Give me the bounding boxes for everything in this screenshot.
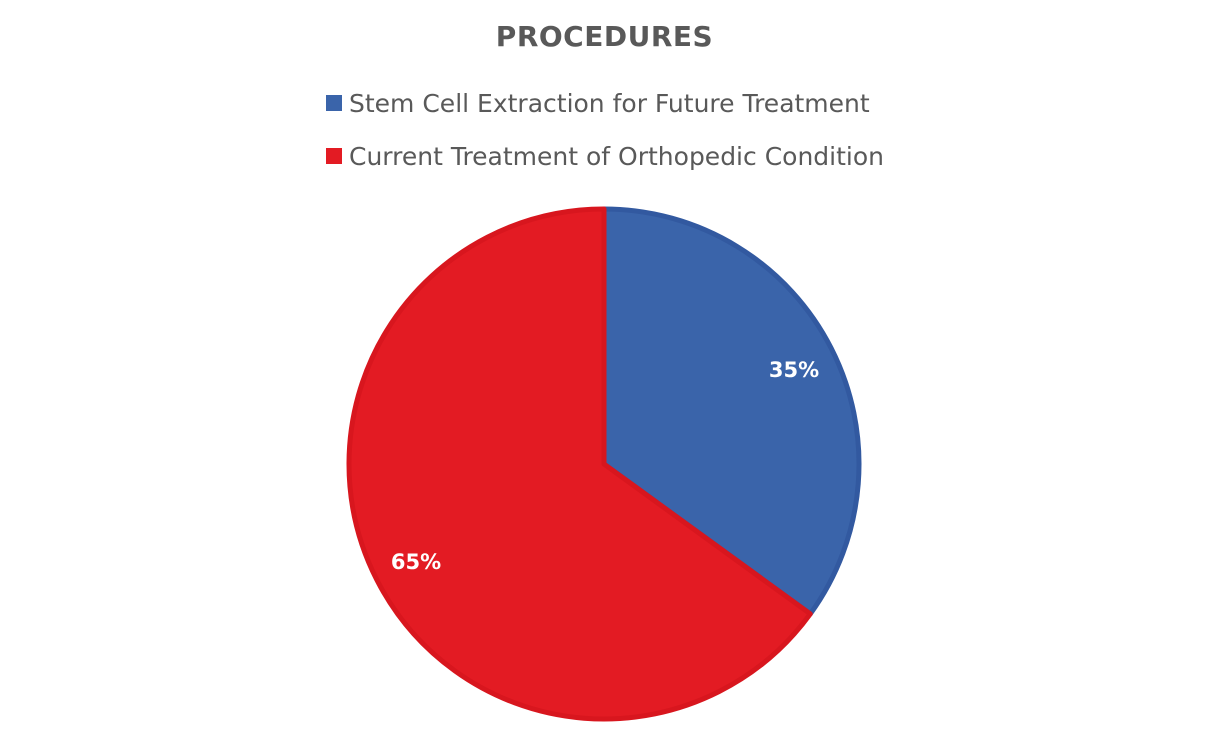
chart-title: PROCEDURES [495, 20, 714, 53]
legend-label: Stem Cell Extraction for Future Treatmen… [349, 88, 870, 118]
legend-item-stem-cell: Stem Cell Extraction for Future Treatmen… [326, 86, 884, 120]
legend-label: Current Treatment of Orthopedic Conditio… [349, 141, 884, 171]
pie-slice-stem-cell [601, 206, 862, 617]
legend-item-orthopedic: Current Treatment of Orthopedic Conditio… [326, 139, 884, 173]
pie-data-label: 65% [391, 550, 441, 574]
legend-swatch-red [326, 148, 342, 164]
legend-swatch-blue [326, 95, 342, 111]
pie-data-label: 35% [769, 358, 819, 382]
pie-slice-orthopedic [346, 206, 813, 722]
chart-legend: Stem Cell Extraction for Future Treatmen… [326, 86, 884, 192]
